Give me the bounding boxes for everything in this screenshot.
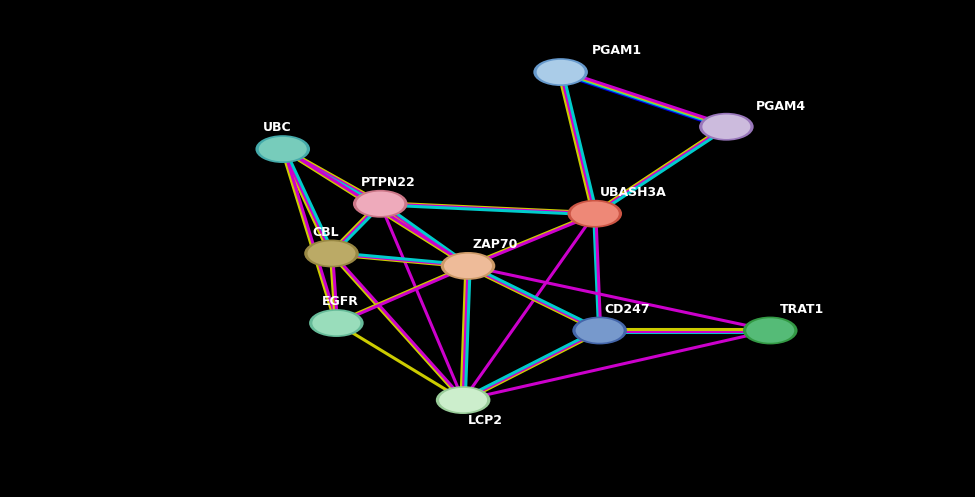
Circle shape (699, 113, 754, 141)
Circle shape (743, 317, 798, 344)
Text: PGAM1: PGAM1 (592, 44, 642, 57)
Circle shape (702, 114, 751, 139)
Circle shape (533, 58, 588, 86)
Text: UBASH3A: UBASH3A (600, 186, 666, 199)
Circle shape (572, 317, 627, 344)
Circle shape (307, 241, 356, 266)
Circle shape (258, 137, 307, 162)
Circle shape (255, 135, 310, 163)
Text: CD247: CD247 (604, 303, 650, 316)
Text: ZAP70: ZAP70 (473, 238, 519, 251)
Circle shape (570, 201, 619, 226)
Circle shape (436, 386, 490, 414)
Text: UBC: UBC (263, 121, 292, 134)
Circle shape (304, 240, 359, 267)
Circle shape (441, 252, 495, 280)
Text: TRAT1: TRAT1 (780, 303, 824, 316)
Circle shape (312, 311, 361, 335)
Text: EGFR: EGFR (322, 295, 359, 308)
Circle shape (353, 190, 408, 218)
Text: LCP2: LCP2 (468, 414, 503, 427)
Circle shape (356, 191, 405, 216)
Text: CBL: CBL (312, 226, 338, 239)
Circle shape (439, 388, 488, 413)
Circle shape (444, 253, 492, 278)
Circle shape (575, 318, 624, 343)
Circle shape (536, 60, 585, 84)
Circle shape (309, 309, 364, 337)
Text: PGAM4: PGAM4 (756, 100, 805, 113)
Circle shape (746, 318, 795, 343)
Text: PTPN22: PTPN22 (361, 176, 415, 189)
Circle shape (567, 200, 622, 228)
